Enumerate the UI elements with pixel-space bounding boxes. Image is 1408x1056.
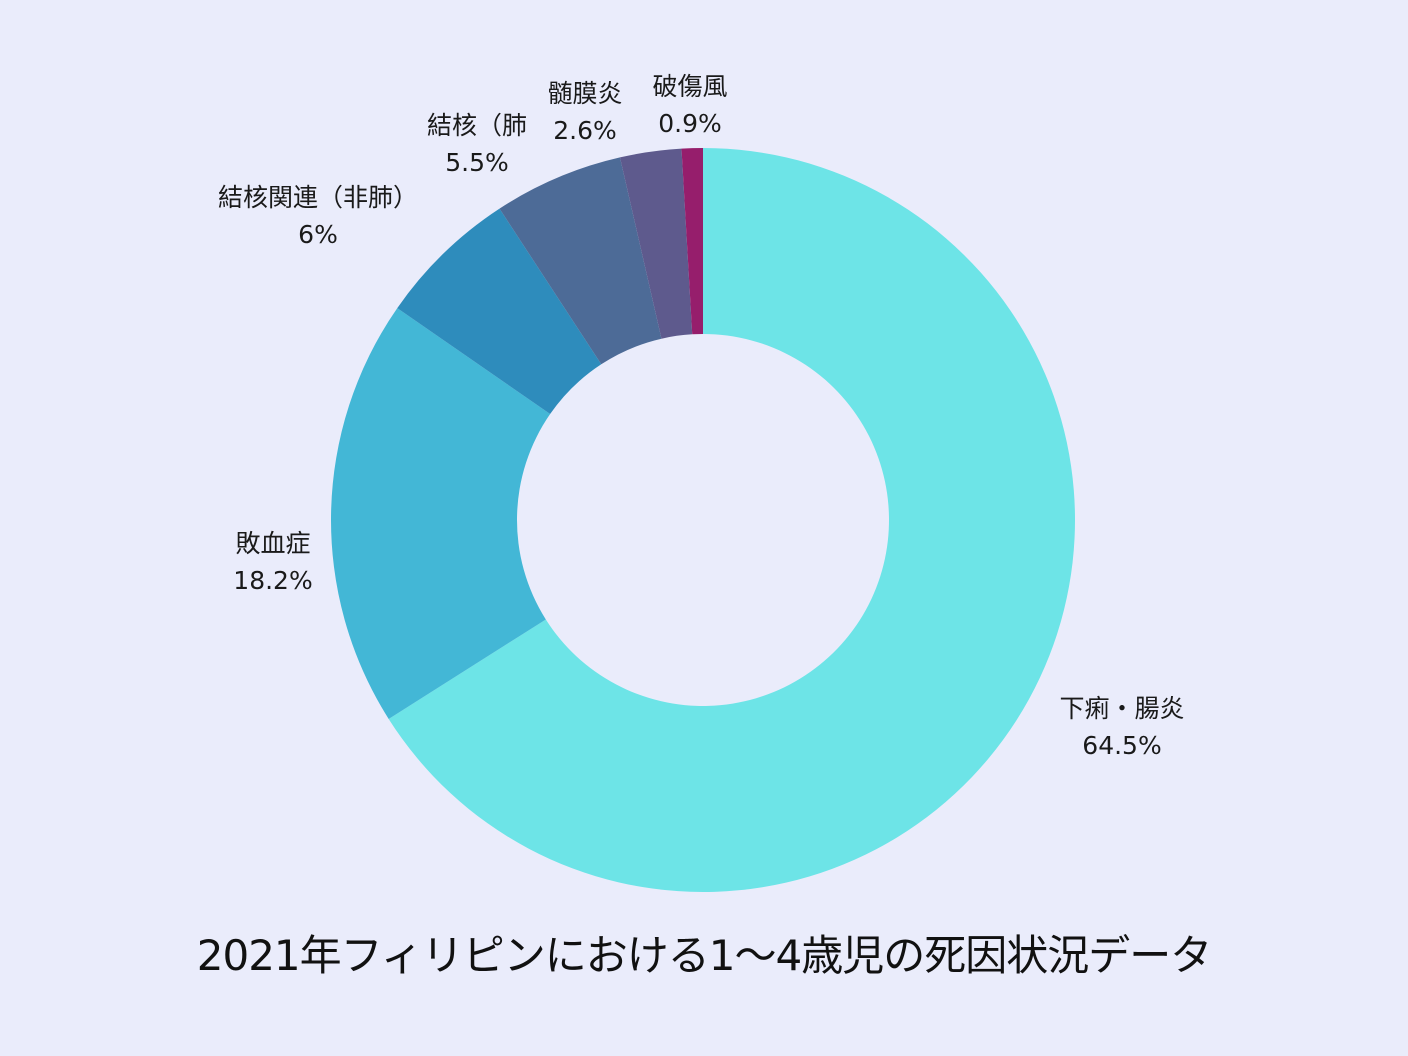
slice-tb-pulmonary <box>499 157 662 365</box>
slice-label-tetanus: 破傷風 0.9% <box>652 68 727 142</box>
slice-label-value: 64.5% <box>1082 731 1162 760</box>
slice-label-value: 18.2% <box>233 566 313 595</box>
slice-label-name: 破傷風 <box>652 72 728 101</box>
slice-sepsis <box>331 308 551 719</box>
slice-label-value: 2.6% <box>553 116 617 145</box>
slice-label-tb-pulmonary: 結核（肺 5.5% <box>427 107 527 181</box>
slice-label-tb-nonpulmonary: 結核関連（非肺） 6% <box>218 179 418 253</box>
slice-label-meningitis: 髄膜炎 2.6% <box>547 75 622 149</box>
slice-label-value: 6% <box>298 220 338 249</box>
slice-label-name: 敗血症 <box>235 529 311 558</box>
slice-label-name: 下痢・腸炎 <box>1059 694 1185 723</box>
slice-label-name: 結核（肺 <box>426 111 528 140</box>
chart-title: 2021年フィリピンにおける1〜4歳児の死因状況データ <box>196 931 1213 980</box>
slice-tetanus <box>681 148 703 335</box>
slice-label-name: 結核関連（非肺） <box>217 183 419 212</box>
slice-tb-nonpulmonary <box>397 208 602 415</box>
slice-label-sepsis: 敗血症 18.2% <box>233 525 312 599</box>
slice-label-diarrhea: 下痢・腸炎 64.5% <box>1059 690 1184 764</box>
slice-label-value: 0.9% <box>658 109 722 138</box>
slice-label-value: 5.5% <box>445 148 509 177</box>
slice-meningitis <box>619 148 693 339</box>
slice-diarrhea <box>388 148 1076 892</box>
slice-label-name: 髄膜炎 <box>547 79 623 108</box>
